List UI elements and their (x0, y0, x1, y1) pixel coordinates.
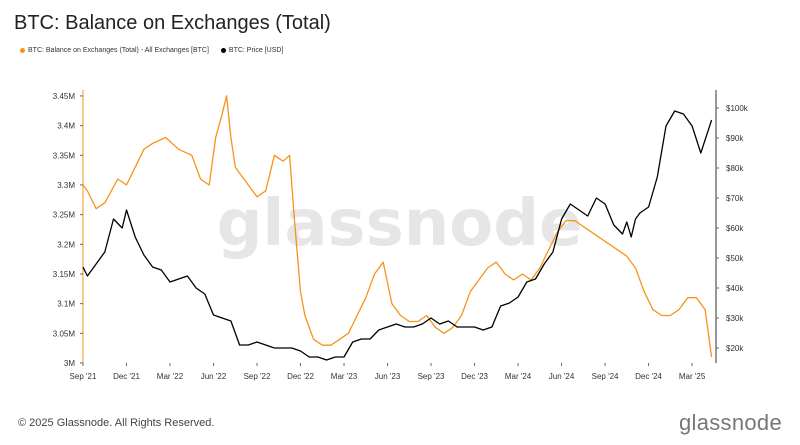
y-left-tick-label: 3.35M (53, 151, 76, 160)
x-tick-label: Sep '22 (244, 372, 271, 381)
x-tick-label: Dec '24 (635, 372, 662, 381)
y-left-tick-label: 3.3M (57, 181, 75, 190)
x-tick-label: Sep '23 (418, 372, 445, 381)
brand-logo-text: glassnode (679, 410, 782, 435)
x-tick-label: Dec '21 (113, 372, 140, 381)
watermark-text: glassnode (217, 187, 583, 261)
y-left-tick-label: 3.2M (57, 240, 75, 249)
y-left-tick-label: 3.1M (57, 300, 75, 309)
y-left-tick-label: 3.45M (53, 92, 76, 101)
y-left-tick-label: 3.15M (53, 270, 76, 279)
y-left-tick-label: 3M (64, 359, 75, 368)
chart-title: BTC: Balance on Exchanges (Total) (14, 12, 331, 34)
x-tick-label: Jun '22 (201, 372, 227, 381)
y-left-tick-label: 3.4M (57, 122, 75, 131)
legend-item-price[interactable]: BTC: Price [USD] (220, 47, 284, 54)
series-line-price (82, 110, 713, 361)
legend-label-balance: BTC: Balance on Exchanges (Total) - All … (28, 47, 209, 54)
x-tick-label: Mar '24 (505, 372, 532, 381)
x-tick-label: Sep '21 (70, 372, 97, 381)
legend-swatch-balance (20, 48, 25, 53)
x-tick-label: Sep '24 (592, 372, 619, 381)
y-right-tick-label: $50k (726, 254, 744, 263)
y-right-tick-label: $80k (726, 164, 744, 173)
x-tick-label: Dec '23 (461, 372, 488, 381)
y-right-tick-label: $60k (726, 224, 744, 233)
x-tick-label: Mar '23 (331, 372, 358, 381)
legend-label-price: BTC: Price [USD] (228, 47, 284, 54)
y-right-tick-label: $20k (726, 344, 744, 353)
x-tick-label: Jun '23 (375, 372, 401, 381)
x-tick-label: Mar '22 (157, 372, 184, 381)
y-left-tick-label: 3.25M (53, 211, 76, 220)
y-right-tick-label: $40k (726, 284, 744, 293)
series-line-balance (82, 95, 713, 358)
chart-legend: BTC: Balance on Exchanges (Total) - All … (20, 47, 283, 54)
y-right-tick-label: $90k (726, 134, 744, 143)
copyright-text: © 2025 Glassnode. All Rights Reserved. (18, 417, 215, 429)
x-tick-label: Jun '24 (549, 372, 575, 381)
y-right-tick-label: $30k (726, 314, 744, 323)
legend-swatch-price (220, 48, 226, 53)
x-tick-label: Dec '22 (287, 372, 314, 381)
x-tick-label: Mar '25 (679, 372, 706, 381)
y-right-tick-label: $100k (726, 104, 749, 113)
y-right-tick-label: $70k (726, 194, 744, 203)
y-left-tick-label: 3.05M (53, 329, 76, 338)
legend-item-balance[interactable]: BTC: Balance on Exchanges (Total) - All … (20, 47, 209, 54)
